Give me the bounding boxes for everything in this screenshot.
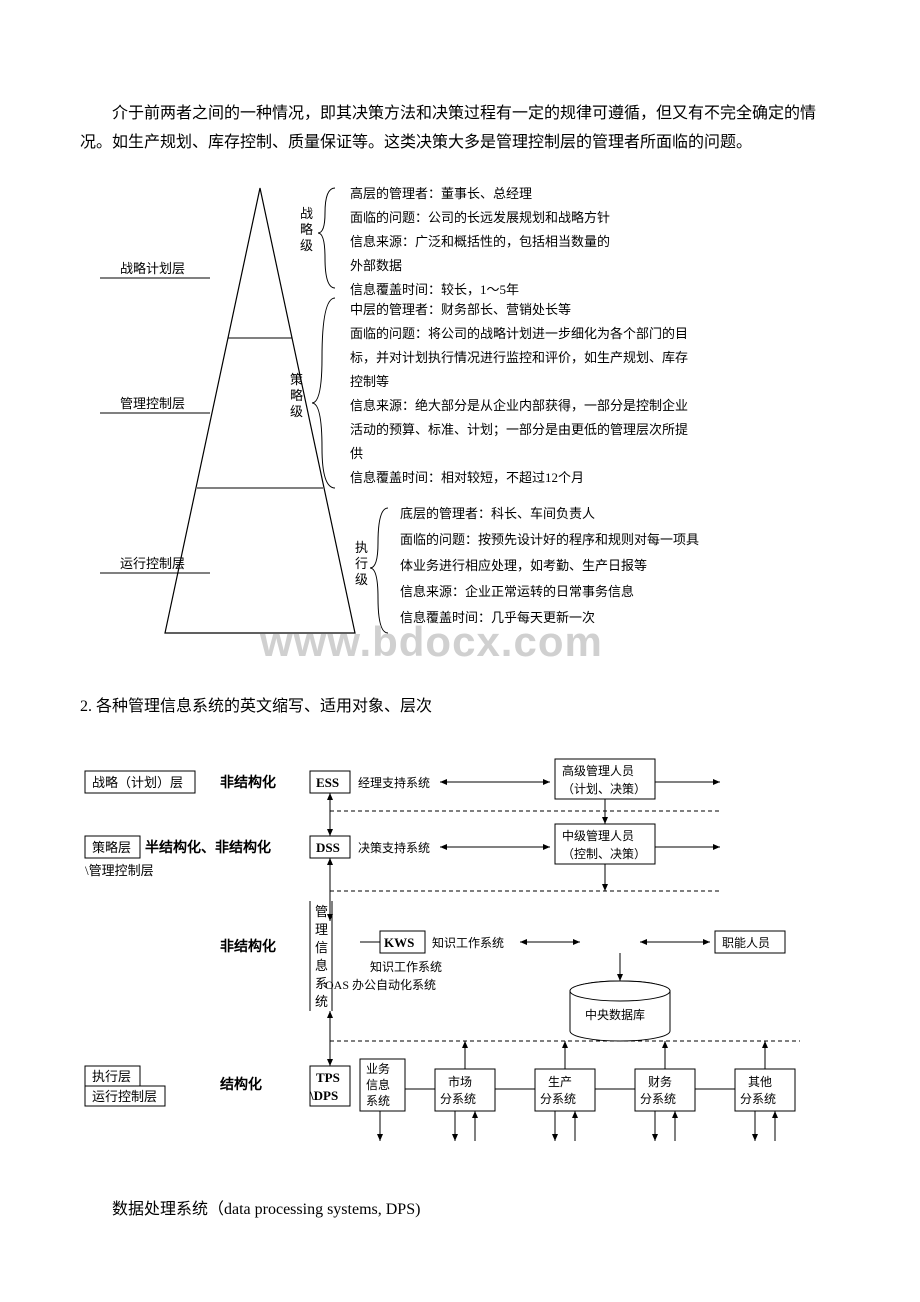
- r2-mid: 半结构化、非结构化: [145, 839, 271, 856]
- r4-c1c: 系统: [366, 1094, 390, 1108]
- db-top2: [570, 981, 670, 1001]
- g2-l6: 供: [350, 446, 363, 461]
- vlabel-3-1: 执: [355, 540, 368, 555]
- left-label-3: 运行控制层: [120, 556, 185, 571]
- r3-right: 职能人员: [722, 936, 770, 950]
- heading-2: 2. 各种管理信息系统的英文缩写、适用对象、层次: [80, 693, 840, 722]
- diagram2-svg: 战略（计划）层 非结构化 ESS 经理支持系统 高级管理人员 （计划、决策） 策…: [80, 741, 840, 1161]
- g2-l5: 活动的预算、标准、计划；一部分是由更低的管理层次所提: [350, 422, 688, 438]
- r4-c2a: 市场: [448, 1074, 472, 1089]
- r2-sys-cn: 决策支持系统: [358, 840, 430, 855]
- g1-l4: 信息覆盖时间：较长，1～5年: [350, 282, 519, 297]
- vlabel-1-1: 战: [300, 206, 313, 221]
- r4-c1b: 信息: [366, 1077, 390, 1092]
- r4-c5b: 分系统: [740, 1092, 776, 1106]
- g2-l3: 控制等: [350, 374, 389, 389]
- diagram1-svg: 战略计划层 管理控制层 运行控制层 战 略 级 策 略 级 执 行 级 高层的管…: [80, 178, 840, 678]
- vlabel-2-3: 级: [290, 404, 303, 419]
- left-label-1: 战略计划层: [120, 261, 185, 276]
- r2-right1: 中级管理人员: [562, 828, 634, 843]
- left-label-2: 管理控制层: [120, 396, 185, 411]
- r4-left1: 执行层: [92, 1069, 131, 1084]
- brace-3: [370, 508, 388, 633]
- vlabel-1-2: 略: [300, 222, 313, 237]
- r3-db: 中央数据库: [585, 1007, 645, 1022]
- r4-c3a: 生产: [548, 1075, 572, 1089]
- vlabel-1-3: 级: [300, 238, 313, 253]
- g2-l1: 面临的问题：将公司的战略计划进一步细化为各个部门的目: [350, 326, 688, 341]
- footer-text: 数据处理系统（data processing systems, DPS): [80, 1196, 840, 1225]
- r3-sys: KWS: [384, 935, 414, 950]
- vlabel-2-2: 略: [290, 388, 303, 403]
- r3-line2a: 知识工作系统: [370, 960, 442, 974]
- vlabel-3-3: 级: [355, 572, 368, 587]
- r4-c2b: 分系统: [440, 1092, 476, 1106]
- r2-left2: \管理控制层: [85, 863, 154, 878]
- brace-2: [312, 298, 335, 488]
- triangle-outline: [165, 188, 355, 633]
- g2-l2: 标，并对计划执行情况进行监控和评价，如生产规划、库存: [350, 350, 688, 365]
- r3-v1: 管: [315, 904, 328, 919]
- g1-l1: 面临的问题：公司的长远发展规划和战略方针: [350, 210, 610, 225]
- r3-sys-cn: 知识工作系统: [432, 936, 504, 950]
- g3-l1: 面临的问题：按预先设计好的程序和规则对每一项具: [400, 532, 699, 547]
- r3-v4: 息: [315, 958, 328, 973]
- g3-l0: 底层的管理者：科长、车间负责人: [400, 506, 595, 521]
- r1-right1: 高级管理人员: [562, 763, 634, 778]
- r4-c3b: 分系统: [540, 1092, 576, 1106]
- g2-l4: 信息来源：绝大部分是从企业内部获得，一部分是控制企业: [350, 398, 688, 413]
- brace-1: [318, 188, 335, 288]
- r3-v6: 统: [315, 994, 328, 1009]
- r1-right2: （计划、决策）: [562, 782, 646, 796]
- r1-mid: 非结构化: [220, 774, 276, 791]
- diagram-management-levels: www.bdocx.com 战略计划层 管理控制层 运行控制层 战 略 级 策 …: [80, 178, 840, 683]
- diagram-mis-types: 战略（计划）层 非结构化 ESS 经理支持系统 高级管理人员 （计划、决策） 策…: [80, 741, 840, 1166]
- g3-l3: 信息来源：企业正常运转的日常事务信息: [400, 584, 634, 599]
- r4-c5a: 其他: [748, 1075, 772, 1089]
- r4-c4a: 财务: [648, 1074, 672, 1089]
- r1-left: 战略（计划）层: [92, 775, 183, 790]
- g3-l4: 信息覆盖时间：几乎每天更新一次: [400, 610, 595, 625]
- g1-l0: 高层的管理者：董事长、总经理: [350, 186, 532, 201]
- g3-l2: 体业务进行相应处理，如考勤、生产日报等: [400, 558, 647, 573]
- r2-sys: DSS: [316, 840, 340, 855]
- r4-sys1: TPS: [316, 1070, 340, 1085]
- r3-v2: 理: [315, 922, 328, 937]
- r4-c4b: 分系统: [640, 1092, 676, 1106]
- g1-l2: 信息来源：广泛和概括性的，包括相当数量的: [350, 234, 610, 249]
- g2-l0: 中层的管理者：财务部长、营销处长等: [350, 302, 571, 317]
- g1-l3: 外部数据: [350, 258, 402, 273]
- r4-sys2: \DPS: [309, 1088, 338, 1103]
- r2-left: 策略层: [92, 840, 131, 855]
- r4-left2: 运行控制层: [92, 1089, 157, 1104]
- r4-c1a: 业务: [366, 1061, 390, 1076]
- r2-right2: （控制、决策）: [562, 847, 646, 861]
- r3-line2b: OAS 办公自动化系统: [325, 977, 436, 992]
- g2-l7: 信息覆盖时间：相对较短，不超过12个月: [350, 470, 584, 485]
- r3-v3: 信: [315, 940, 328, 955]
- r3-mid: 非结构化: [220, 938, 276, 955]
- vlabel-2-1: 策: [290, 372, 303, 387]
- intro-paragraph: 介于前两者之间的一种情况，即其决策方法和决策过程有一定的规律可遵循，但又有不完全…: [80, 100, 840, 158]
- r1-sys-cn: 经理支持系统: [358, 775, 430, 790]
- r1-sys: ESS: [316, 775, 339, 790]
- r4-mid: 结构化: [220, 1076, 262, 1093]
- vlabel-3-2: 行: [355, 556, 368, 571]
